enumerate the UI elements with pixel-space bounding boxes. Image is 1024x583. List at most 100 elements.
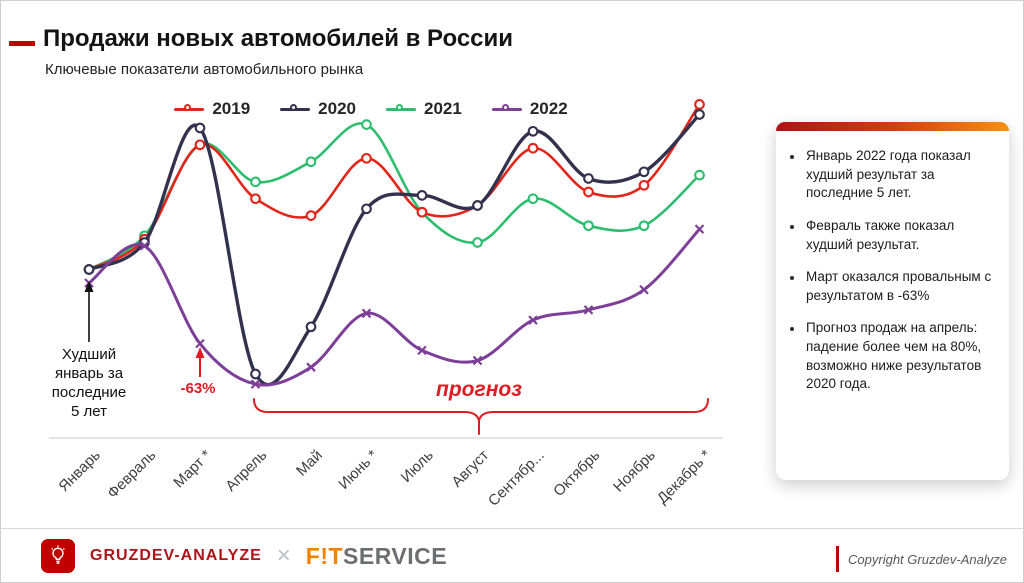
annotation-worst-january: 5 лет [71,403,107,420]
annotation-worst-january: январь за [55,365,124,382]
data-point-2020 [361,203,372,215]
annotation-march-drop: -63% [180,380,215,397]
data-point-2020 [583,173,594,184]
data-point-2019 [416,206,428,218]
legend-label: 2019 [212,99,251,118]
copyright-block: Copyright Gruzdev-Analyze [836,546,1007,572]
card-gradient-bar [776,122,1009,131]
title-accent-dash [9,41,35,46]
x-axis-label: Ноябрь [610,447,659,496]
legend-label: 2020 [318,99,356,118]
insight-bullet: Прогноз продаж на апрель: падение более … [804,319,995,394]
legend-marker-dot [184,103,192,111]
x-axis-label: Январь [55,447,104,496]
series-line-2019 [87,103,701,271]
data-point-2020 [694,109,705,120]
data-point-2021 [583,220,594,232]
legend-marker [491,103,522,111]
x-axis-label: Февраль [104,447,159,502]
legend-marker-dot [501,103,509,111]
page-subtitle: Ключевые показатели автомобильного рынка [45,61,364,78]
footer-brand-block: GRUZDEV-ANALYZE × F!T SERVICE [41,539,447,573]
data-point-2022 [361,308,372,319]
data-point-2021 [361,119,372,130]
x-axis-label: Апрель [222,447,270,495]
legend-item-2020: 2020 [280,99,356,119]
data-point-2020 [527,125,539,137]
x-axis-label: Декабрь * [654,447,715,508]
data-point-2019 [305,210,317,221]
data-point-2020 [472,200,483,211]
copyright-accent-bar [836,546,840,572]
chart-legend: 2019 2020 2021 2022 [71,99,671,119]
insights-card: Январь 2022 года показал худший результа… [776,122,1009,480]
series-line-2022 [87,227,701,387]
x-axis-label: Июнь * [335,447,381,493]
brand-separator-x: × [276,542,291,569]
insight-bullet: Февраль также показал худший результат. [804,217,995,254]
data-point-2021 [250,176,261,188]
data-point-2021 [305,156,317,168]
data-point-2021 [694,169,705,181]
insight-bullet: Март оказался провальным с результатом в… [804,268,995,305]
lightbulb-icon [51,545,65,564]
data-point-2019 [694,99,705,110]
data-point-2022 [306,362,316,372]
legend-item-2021: 2021 [386,99,462,119]
data-point-2022 [139,241,150,251]
data-point-2019 [638,179,650,191]
x-axis-label: Март * [170,447,215,492]
data-point-2021 [527,193,539,205]
page-title: Продажи новых автомобилей в России [43,25,514,52]
data-point-2019 [583,186,594,198]
brand-name: GRUZDEV-ANALYZE [90,547,262,564]
data-point-2021 [638,220,650,232]
legend-label: 2021 [424,99,462,118]
legend-marker-dot [396,103,403,111]
data-point-2022 [250,379,261,389]
x-axis-label: Май [293,447,326,480]
data-point-2019 [361,152,372,164]
data-point-2022 [417,345,427,356]
data-point-2020 [250,368,261,380]
data-point-2020 [638,166,650,178]
data-point-2019 [527,142,539,154]
x-axis-label: Октябрь [550,447,603,500]
legend-item-2022: 2022 [491,99,568,119]
annotation-forecast-label: прогноз [436,378,522,401]
data-point-2021 [472,237,483,248]
data-point-2022 [195,338,205,349]
annotation-worst-january: последние [52,384,127,401]
data-point-2019 [194,139,206,151]
legend-marker [280,103,311,111]
annotation-arrowhead [84,281,94,292]
legend-marker [174,103,205,111]
annotation-worst-january: Худший [62,346,116,363]
data-point-2022 [583,305,594,315]
data-point-2020 [194,122,206,134]
x-axis-label: Июль [398,447,437,486]
legend-marker [386,103,416,111]
partner-logo-secondary: SERVICE [343,542,448,569]
x-axis-label: Август [448,447,492,491]
legend-marker-dot [290,103,298,111]
insight-bullet: Январь 2022 года показал худший результа… [804,147,995,203]
partner-logo: F!T SERVICE [306,543,447,570]
data-point-2019 [250,193,261,205]
insights-list: Январь 2022 года показал худший результа… [788,147,995,394]
data-point-2022 [694,224,705,234]
march-arrowhead [195,347,205,358]
lightbulb-logo-icon [41,539,75,573]
x-axis-label: Сентябр... [485,447,548,510]
legend-label: 2022 [529,99,568,118]
legend-item-2019: 2019 [174,99,250,119]
data-point-2022 [528,315,538,325]
series-line-2020 [87,112,702,387]
copyright-text: Copyright Gruzdev-Analyze [848,551,1007,567]
data-point-2020 [83,264,95,275]
data-point-2020 [416,190,428,201]
data-point-2022 [639,284,649,295]
forecast-brace [253,398,709,435]
data-point-2020 [305,321,317,333]
